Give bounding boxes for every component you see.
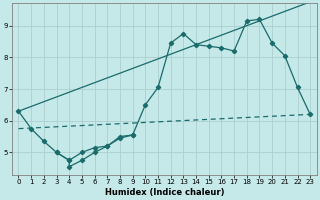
X-axis label: Humidex (Indice chaleur): Humidex (Indice chaleur) (105, 188, 224, 197)
